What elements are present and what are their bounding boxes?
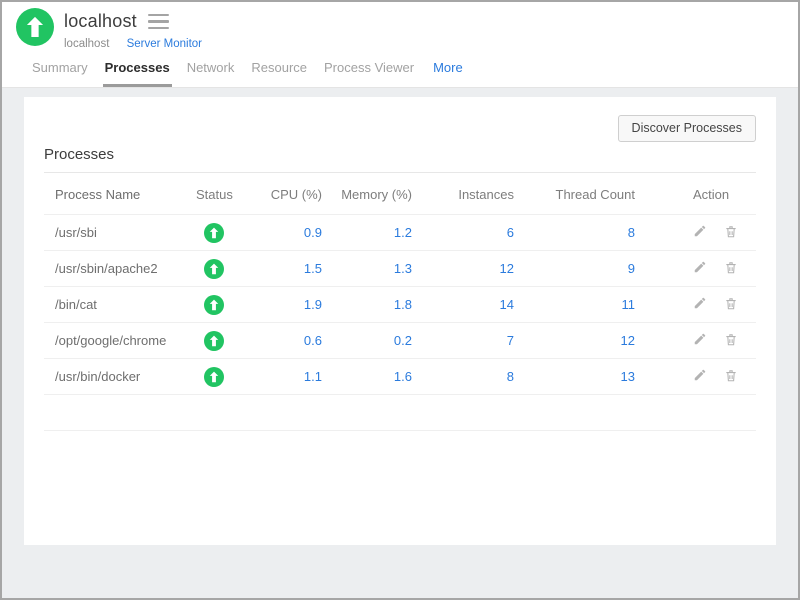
edit-pencil-icon[interactable]: [693, 368, 707, 385]
delete-trash-icon[interactable]: [724, 368, 738, 386]
status-up-icon: [204, 222, 224, 243]
process-name: /opt/google/chrome: [44, 322, 190, 359]
cpu-value-link[interactable]: 0.6: [303, 333, 322, 348]
thread-count-value-link[interactable]: 13: [620, 369, 635, 384]
tab-process-viewer[interactable]: Process Viewer: [324, 60, 415, 75]
instances-value-link[interactable]: 7: [506, 333, 514, 348]
col-header-status: Status: [190, 173, 240, 215]
cpu-value-link[interactable]: 0.9: [303, 225, 322, 240]
table-row: /opt/google/chrome 0.6 0.2 7 12: [44, 322, 756, 359]
edit-pencil-icon[interactable]: [693, 296, 707, 313]
table-row: /usr/sbi 0.9 1.2 6 8: [44, 214, 756, 251]
hamburger-menu-icon[interactable]: [147, 12, 169, 32]
top-bar: localhost localhost Server Monitor Summa…: [2, 2, 798, 88]
discover-processes-button[interactable]: Discover Processes: [617, 115, 756, 142]
table-row: /bin/cat 1.9 1.8 14 11: [44, 286, 756, 323]
status-up-icon: [204, 330, 224, 351]
instances-value-link[interactable]: 6: [506, 225, 514, 240]
status-up-icon: [204, 294, 224, 315]
monitor-status-icon: [16, 8, 54, 46]
col-header-instances: Instances: [412, 173, 514, 215]
delete-trash-icon[interactable]: [724, 224, 738, 242]
status-up-icon: [204, 366, 224, 387]
process-name: /usr/sbi: [44, 214, 190, 251]
memory-value-link[interactable]: 1.8: [393, 297, 412, 312]
processes-card: Discover Processes Processes Process Nam…: [24, 97, 776, 545]
thread-count-value-link[interactable]: 8: [627, 225, 635, 240]
memory-value-link[interactable]: 1.6: [393, 369, 412, 384]
process-table-body: /usr/sbi 0.9 1.2 6 8: [44, 214, 756, 431]
cpu-value-link[interactable]: 1.5: [303, 261, 322, 276]
tab-resource[interactable]: Resource: [251, 60, 308, 75]
empty-table-row: [44, 394, 756, 431]
memory-value-link[interactable]: 1.2: [393, 225, 412, 240]
edit-pencil-icon[interactable]: [693, 260, 707, 277]
table-row: /usr/sbin/apache2 1.5 1.3 12 9: [44, 250, 756, 287]
col-header-process-name: Process Name: [44, 173, 190, 215]
instances-value-link[interactable]: 8: [506, 369, 514, 384]
col-header-thread-count: Thread Count: [514, 173, 635, 215]
tab-summary[interactable]: Summary: [32, 60, 88, 75]
thread-count-value-link[interactable]: 9: [627, 261, 635, 276]
tab-bar: Summary Processes Network Resource Proce…: [30, 60, 465, 87]
section-title: Processes: [44, 146, 756, 173]
col-header-memory: Memory (%): [322, 173, 412, 215]
process-name: /usr/bin/docker: [44, 358, 190, 395]
col-header-action: Action: [635, 173, 756, 215]
process-table: Process Name Status CPU (%) Memory (%) I…: [44, 173, 756, 431]
col-header-cpu: CPU (%): [240, 173, 322, 215]
delete-trash-icon[interactable]: [724, 296, 738, 314]
content-area: Discover Processes Processes Process Nam…: [2, 88, 798, 598]
memory-value-link[interactable]: 1.3: [393, 261, 412, 276]
tab-more[interactable]: More: [433, 60, 463, 75]
server-monitor-link[interactable]: Server Monitor: [126, 38, 203, 50]
tab-network[interactable]: Network: [186, 60, 235, 75]
table-header-row: Process Name Status CPU (%) Memory (%) I…: [44, 173, 756, 215]
instances-value-link[interactable]: 14: [499, 297, 514, 312]
thread-count-value-link[interactable]: 11: [621, 297, 636, 312]
page-title: localhost: [64, 11, 137, 31]
cpu-value-link[interactable]: 1.9: [303, 297, 322, 312]
instances-value-link[interactable]: 12: [499, 261, 514, 276]
cpu-value-link[interactable]: 1.1: [303, 369, 322, 384]
host-label: localhost: [64, 38, 110, 50]
thread-count-value-link[interactable]: 12: [620, 333, 635, 348]
memory-value-link[interactable]: 0.2: [393, 333, 412, 348]
edit-pencil-icon[interactable]: [693, 224, 707, 241]
tab-processes[interactable]: Processes: [102, 60, 172, 87]
status-up-icon: [204, 258, 224, 279]
delete-trash-icon[interactable]: [724, 332, 738, 350]
process-name: /bin/cat: [44, 286, 190, 323]
delete-trash-icon[interactable]: [724, 260, 738, 278]
process-name: /usr/sbin/apache2: [44, 250, 190, 287]
table-row: /usr/bin/docker 1.1 1.6 8 13: [44, 358, 756, 395]
edit-pencil-icon[interactable]: [693, 332, 707, 349]
